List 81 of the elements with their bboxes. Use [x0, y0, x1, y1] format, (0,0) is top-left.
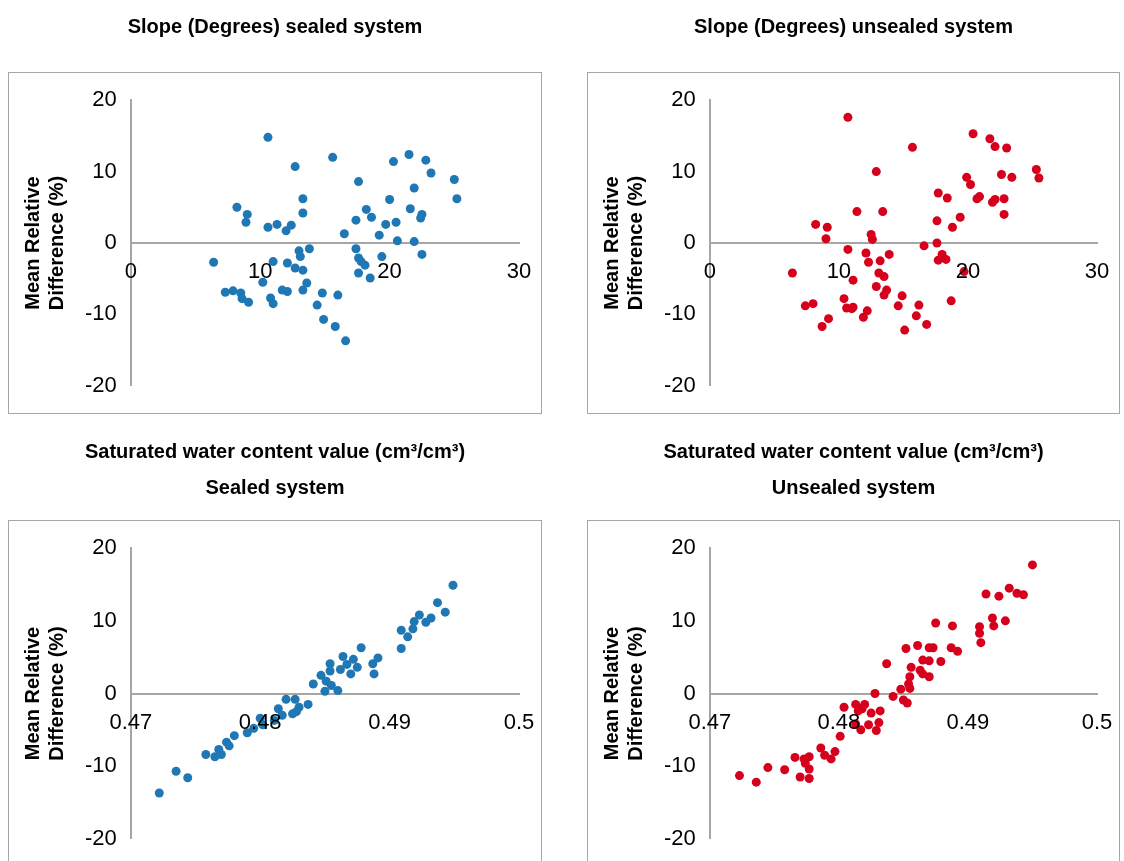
point: [229, 731, 239, 741]
point: [396, 625, 406, 635]
y-tick-label: -10: [85, 752, 117, 778]
x-tick-label: 10: [826, 258, 852, 284]
point: [308, 679, 318, 689]
point: [432, 598, 442, 608]
x-tick-label: 0: [124, 258, 137, 284]
y-tick-label: 0: [104, 229, 117, 255]
x-tick-label: 0.5: [503, 708, 535, 734]
point: [201, 750, 211, 760]
point: [408, 624, 418, 634]
point: [290, 694, 300, 704]
y-tick-label: -20: [664, 824, 696, 850]
chart-subtitle: Sealed system: [204, 475, 346, 500]
point: [333, 686, 343, 696]
chart-title: Saturated water content value (cm³/cm³): [662, 439, 1045, 464]
y-tick-label: -10: [85, 300, 117, 326]
point: [224, 741, 234, 751]
point: [403, 632, 413, 642]
y-axis-title: Mean Relative Difference (%): [599, 626, 646, 761]
y-tick-label: -10: [664, 752, 696, 778]
y-tick-label: 0: [104, 679, 117, 705]
x-tick-label: 0: [703, 258, 716, 284]
point: [352, 662, 362, 672]
y-tick-label: 20: [671, 86, 696, 112]
x-tick-label: 30: [506, 258, 532, 284]
point: [421, 617, 431, 627]
y-tick-label: 10: [671, 157, 696, 183]
x-tick-label: 0.49: [368, 708, 412, 734]
point: [210, 752, 220, 762]
y-tick-label: -10: [664, 300, 696, 326]
y-tick-label: -20: [85, 371, 117, 397]
x-tick-label: 0.5: [1081, 708, 1113, 734]
y-tick-label: 10: [671, 606, 696, 632]
x-tick-label: 0.47: [109, 708, 153, 734]
chart-title: Saturated water content value (cm³/cm³): [83, 439, 467, 464]
point: [369, 669, 379, 679]
point: [356, 643, 366, 653]
point: [171, 766, 181, 776]
y-axis-title: Mean Relative Difference (%): [20, 626, 67, 761]
x-tick-label: 30: [1084, 258, 1110, 284]
chart-title: Slope (Degrees) unsealed system: [693, 14, 1014, 39]
y-tick-label: 0: [683, 679, 696, 705]
point: [338, 651, 348, 661]
x-tick-label: 20: [377, 258, 402, 284]
point: [373, 653, 383, 663]
point: [414, 610, 424, 620]
x-tick-label: 0.49: [946, 708, 990, 734]
y-tick-label: 10: [92, 606, 117, 632]
x-tick-label: 0.48: [817, 708, 861, 734]
y-tick-label: 0: [683, 229, 696, 255]
y-tick-label: -20: [664, 371, 696, 397]
x-tick-label: 10: [247, 258, 273, 284]
point: [346, 669, 356, 679]
y-tick-label: 20: [92, 86, 117, 112]
point: [183, 773, 193, 783]
point: [281, 694, 291, 704]
chart-title: Slope (Degrees) sealed system: [126, 14, 424, 39]
y-axis-title: Mean Relative Difference (%): [20, 175, 67, 311]
chart-subtitle: Unsealed system: [770, 475, 937, 500]
y-tick-label: 10: [92, 157, 117, 183]
point: [320, 686, 330, 696]
point: [335, 665, 345, 675]
x-tick-label: 0.47: [688, 708, 732, 734]
y-tick-label: -20: [85, 824, 117, 850]
point: [316, 670, 326, 680]
point: [326, 681, 336, 691]
point: [448, 580, 458, 590]
point: [303, 699, 313, 709]
point: [396, 643, 406, 653]
point: [348, 654, 358, 664]
point: [440, 607, 450, 617]
x-tick-label: 20: [955, 258, 981, 284]
point: [368, 659, 378, 669]
point: [325, 659, 335, 669]
y-axis-title: Mean Relative Difference (%): [599, 175, 646, 311]
point: [154, 788, 164, 798]
point: [342, 659, 352, 669]
y-tick-label: 20: [671, 534, 696, 560]
y-tick-label: 20: [92, 534, 117, 560]
point: [325, 666, 335, 676]
